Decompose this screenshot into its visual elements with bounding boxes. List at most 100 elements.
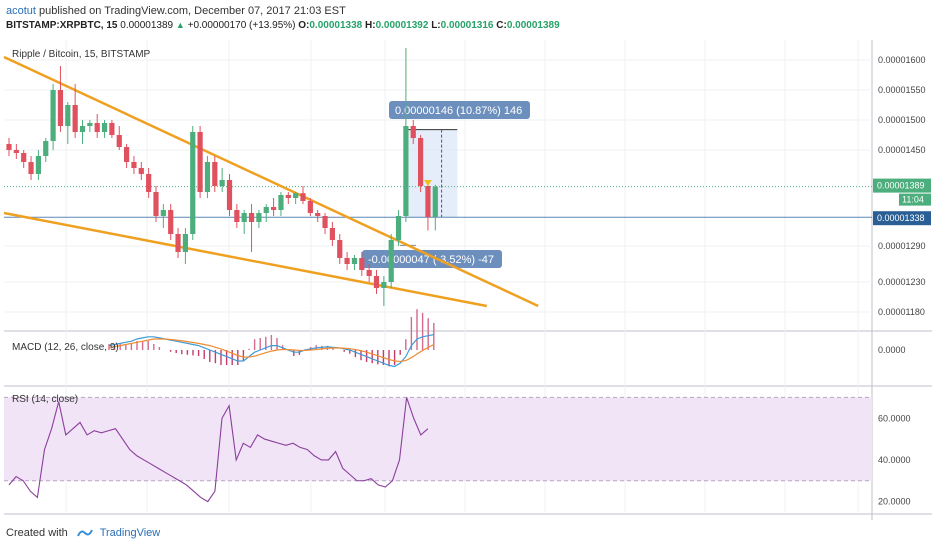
price-tick-label: 0.00001600 [878,55,926,65]
countdown-badge: 11:04 [902,195,924,205]
publish-text: published on TradingView.com, December 0… [39,5,346,17]
open-label: O: [298,20,310,31]
candle-body [403,126,409,216]
candle-body [263,207,269,213]
arrow-marker-icon [423,180,432,186]
candle-body [226,180,233,210]
candle-body [212,162,218,186]
candle-body [153,192,159,216]
rsi-pane [8,397,429,503]
low-label: L: [431,20,441,31]
level-badge: 0.00001338 [877,213,925,223]
price-tick-label: 0.00001550 [878,85,926,95]
current-price-badge: 0.00001389 [877,181,925,191]
rsi-band-fill [4,397,872,481]
candle-body [219,180,225,186]
candle-body [168,210,174,234]
tradingview-link[interactable]: TradingView [99,527,161,539]
measure-up-area [405,129,458,218]
macd-tick-label: 0.0000 [878,345,906,355]
ohlc-line: BITSTAMP:XRPBTC, 15 0.00001389 ▲ +0.0000… [6,20,560,31]
created-with: Created with [6,527,68,539]
candle-body [197,132,203,192]
trendlines [3,55,539,308]
rsi-tick-label: 20.0000 [878,497,911,507]
measure-down-label-bg [362,250,502,268]
measure-down-label: -0.00000047 (-3.52%) -47 [368,254,494,266]
candle-body [13,150,19,153]
price-tick-label: 0.00001500 [878,115,926,125]
current-price-badge-bg [873,178,931,193]
candle-body [57,90,64,126]
candle-body [300,193,306,201]
candle-body [35,156,41,174]
rsi-label: RSI (14, close) [12,394,78,405]
candle-body [116,135,122,147]
candle-body [131,162,137,168]
candle-body [256,213,262,222]
candle-body [366,270,372,276]
chart-canvas[interactable]: 0.00000146 (10.87%) 146 -0.00000047 (-3.5… [0,40,932,520]
candle-body [21,153,27,162]
candle-body [432,186,438,218]
candle-body [329,228,335,240]
candle-body [43,141,49,156]
candle-body [94,123,100,132]
candle-body [359,258,365,270]
symbol-label: BITSTAMP:XRPBTC, 15 [6,20,118,31]
candle-body [322,216,328,228]
candle-body [50,90,56,141]
candle-body [28,162,34,174]
candle-body [79,126,86,132]
candle-body [146,174,152,192]
candlesticks [6,48,438,306]
measure-up-label-bg [389,101,530,119]
up-triangle-icon: ▲ [175,20,185,30]
trendline [3,211,487,308]
candle-body [388,240,394,282]
candle-body [182,234,188,252]
countdown-badge-bg [899,193,931,206]
candle-body [190,132,196,234]
signal-line [108,338,435,363]
candle-body [315,213,321,216]
high-value: 0.00001392 [375,20,429,31]
candle-body [425,186,431,218]
candle-body [285,195,291,198]
candle-body [204,162,211,192]
footer: Created with TradingView [6,527,160,539]
author-link[interactable]: acotut [6,5,36,17]
price-change: +0.00000170 (+13.95%) [187,20,296,31]
close-value: 0.00001389 [506,20,560,31]
measure-box: 0.00000146 (10.87%) 146 -0.00000047 (-3.5… [4,101,872,268]
candle-body [278,195,284,210]
rsi-tick-label: 40.0000 [878,455,911,465]
candle-body [337,240,343,258]
level-badge-bg [873,211,931,226]
rsi-line [8,397,429,503]
candle-body [234,210,240,222]
candle-body [351,258,358,264]
candle-body [109,123,115,135]
candle-body [373,276,380,288]
candle-body [248,213,255,222]
trendline [3,55,539,308]
candle-body [271,207,277,210]
price-tick-label: 0.00001290 [878,241,926,251]
candle-body [410,126,416,138]
high-label: H: [365,20,376,31]
tradingview-logo-icon [76,529,93,537]
candle-body [65,105,71,126]
price-tick-label: 0.00001230 [878,277,926,287]
candle-body [381,282,387,288]
candle-body [124,147,130,162]
candle-body [101,123,108,132]
candle-body [160,210,166,216]
candle-body [6,144,12,150]
price-tick-label: 0.00001450 [878,145,926,155]
candle-body [72,105,78,132]
candle-body [395,216,402,240]
macd-label: MACD (12, 26, close, 9) [12,342,119,353]
candle-body [241,213,247,222]
candle-body [293,193,299,198]
